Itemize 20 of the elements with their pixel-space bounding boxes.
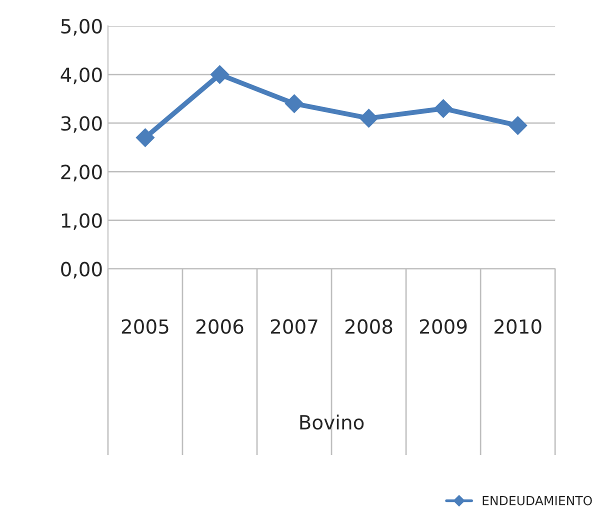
point bbox=[284, 94, 304, 114]
y-tick-label: 5,00 bbox=[61, 18, 102, 36]
point bbox=[359, 108, 378, 128]
point bbox=[136, 128, 155, 148]
y-tick-label: 1,00 bbox=[62, 213, 102, 230]
y-tick-label: 2,00 bbox=[61, 164, 102, 182]
x-tick-label: 2006 bbox=[196, 319, 244, 334]
y-tick-label: 3,00 bbox=[61, 116, 102, 133]
point bbox=[210, 65, 230, 84]
x-tick-label: 2010 bbox=[494, 319, 542, 334]
legend-label: ENDEUDAMIENTO bbox=[482, 496, 592, 506]
point bbox=[434, 99, 453, 118]
x-tick-label: 2007 bbox=[270, 319, 318, 334]
x-tick-label: 2009 bbox=[420, 319, 467, 334]
x-tick-label: 2008 bbox=[345, 319, 392, 334]
point bbox=[508, 116, 528, 135]
y-tick-label: 0,00 bbox=[61, 262, 102, 278]
x-axis-title: Bovino bbox=[300, 414, 364, 430]
x-tick-label: 2005 bbox=[122, 319, 168, 334]
y-tick-label: 4,00 bbox=[60, 67, 102, 84]
